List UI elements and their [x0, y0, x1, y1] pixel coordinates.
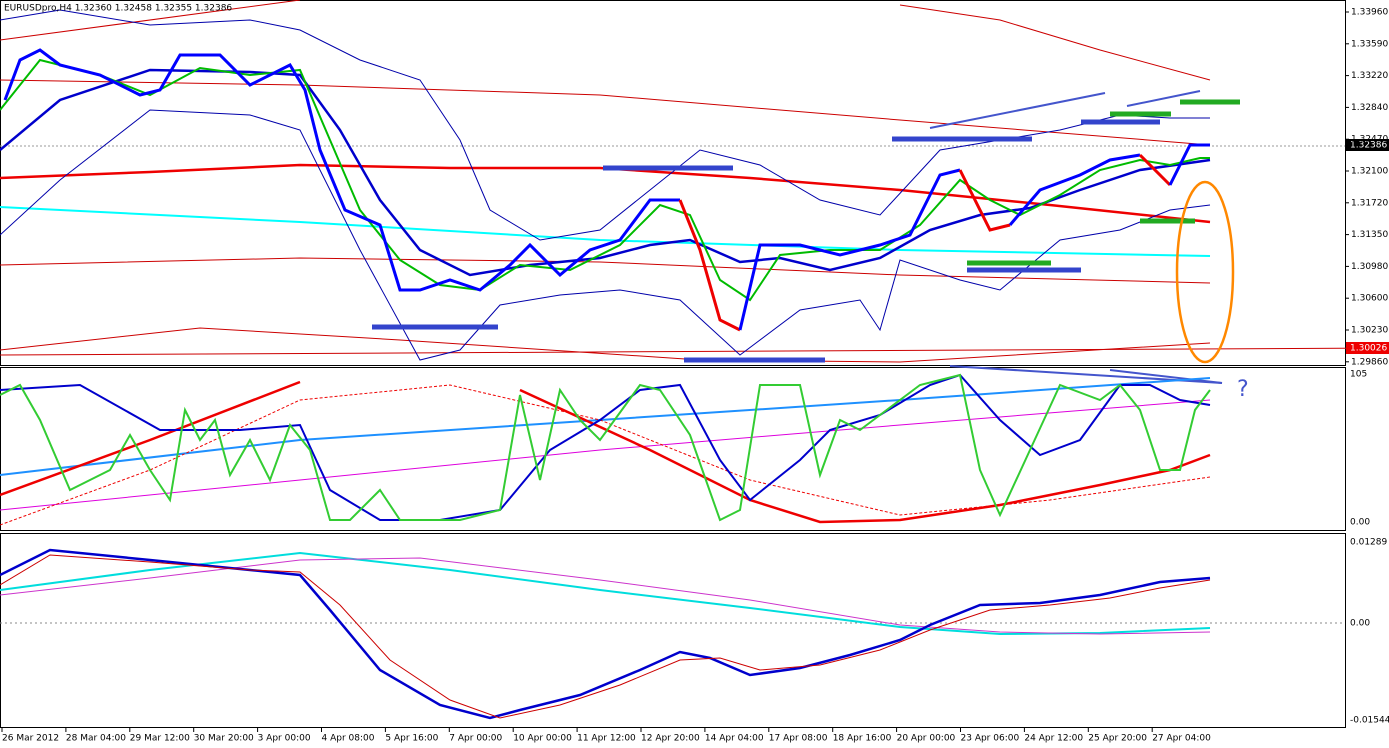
moving-average [0, 206, 1211, 257]
time-label: 7 Apr 00:00 [449, 734, 502, 744]
price-label: 1.33220 [1351, 71, 1388, 81]
osc-axis-label: 105 [1350, 370, 1367, 380]
price-label: 1.30600 [1351, 294, 1388, 304]
price-candles [1008, 153, 1141, 226]
price-candles [738, 168, 961, 331]
price-candles [678, 199, 741, 332]
price-candles [1138, 153, 1172, 187]
envelope [0, 257, 1211, 284]
price-candles [3, 48, 680, 292]
oscillator-main [0, 373, 1211, 521]
current-price: 1.32386 [1350, 141, 1387, 151]
trend-line [1109, 369, 1223, 384]
macd-signal [0, 554, 1211, 719]
price-candles [1168, 143, 1210, 186]
envelope [0, 327, 1211, 363]
bollinger-lower [0, 109, 1211, 361]
macd-main [0, 548, 1211, 720]
time-label: 24 Apr 12:00 [1024, 734, 1083, 744]
price-panel [0, 0, 1346, 366]
time-label: 20 Apr 00:00 [897, 734, 956, 744]
moving-average [0, 58, 1210, 302]
price-label: 1.32840 [1351, 103, 1388, 113]
price-candles [958, 169, 1011, 232]
price-label: 1.33590 [1351, 39, 1388, 49]
time-label: 10 Apr 00:00 [513, 734, 572, 744]
bollinger-upper [0, 9, 1210, 241]
moving-average [0, 163, 1211, 224]
price-label: 1.30980 [1351, 262, 1388, 272]
time-label: 25 Apr 20:00 [1088, 734, 1147, 744]
price-label: 1.33960 [1351, 8, 1388, 18]
time-label: 14 Apr 04:00 [705, 734, 764, 744]
time-label: 17 Apr 08:00 [769, 734, 828, 744]
envelope [0, 0, 301, 41]
drawings [372, 90, 1240, 384]
price-label: 1.30230 [1351, 326, 1388, 336]
trend-line [929, 92, 1106, 129]
price-label: 1.31720 [1351, 198, 1388, 208]
time-label: 28 Mar 04:00 [66, 734, 126, 744]
oscillator-ma [0, 399, 1211, 511]
price-label: 1.32100 [1351, 167, 1388, 177]
macd-axis-label: 0.00 [1350, 619, 1370, 629]
macd-axis-label: -0.01544 [1350, 716, 1389, 726]
symbol-header: EURUSDpro,H4 1.32360 1.32458 1.32355 1.3… [4, 4, 232, 14]
time-label: 26 Mar 2012 [2, 734, 59, 744]
macd-lines [0, 548, 1345, 720]
time-label: 4 Apr 08:00 [322, 734, 375, 744]
osc-axis-label: 0.00 [1350, 518, 1370, 528]
current-price-box [1346, 139, 1389, 151]
macd-ma [0, 557, 1211, 635]
horizontal-line [0, 347, 1389, 356]
price-label: 1.31350 [1351, 230, 1388, 240]
time-label: 12 Apr 20:00 [641, 734, 700, 744]
macd-axis-label: 0.01289 [1350, 538, 1387, 548]
price-label: 1.29860 [1351, 357, 1388, 367]
oscillator-slow [519, 388, 1211, 524]
time-label: 30 Mar 20:00 [194, 734, 254, 744]
moving-average [0, 68, 1211, 277]
time-label: 27 Apr 04:00 [1152, 734, 1211, 744]
envelope [0, 79, 1211, 146]
price-label: 1.32470 [1351, 135, 1388, 145]
line-price-box [1346, 342, 1389, 354]
stochastic [0, 373, 1211, 522]
oscillator-lines [0, 373, 1211, 526]
time-label: 5 Apr 16:00 [385, 734, 438, 744]
time-label: 11 Apr 12:00 [577, 734, 636, 744]
highlight-ellipse [1175, 180, 1235, 364]
time-label: 18 Apr 16:00 [833, 734, 892, 744]
macd-panel [0, 533, 1346, 728]
time-label: 23 Apr 06:00 [961, 734, 1020, 744]
trend-line [1126, 90, 1201, 107]
envelope [899, 4, 1211, 81]
oscillator-slow [0, 380, 301, 497]
time-label: 29 Mar 12:00 [130, 734, 190, 744]
indicators [0, 0, 1389, 363]
time-label: 3 Apr 00:00 [258, 734, 311, 744]
line-price: 1.30026 [1350, 344, 1387, 354]
oscillator-panel [0, 367, 1346, 531]
question-mark: ? [1237, 377, 1249, 402]
